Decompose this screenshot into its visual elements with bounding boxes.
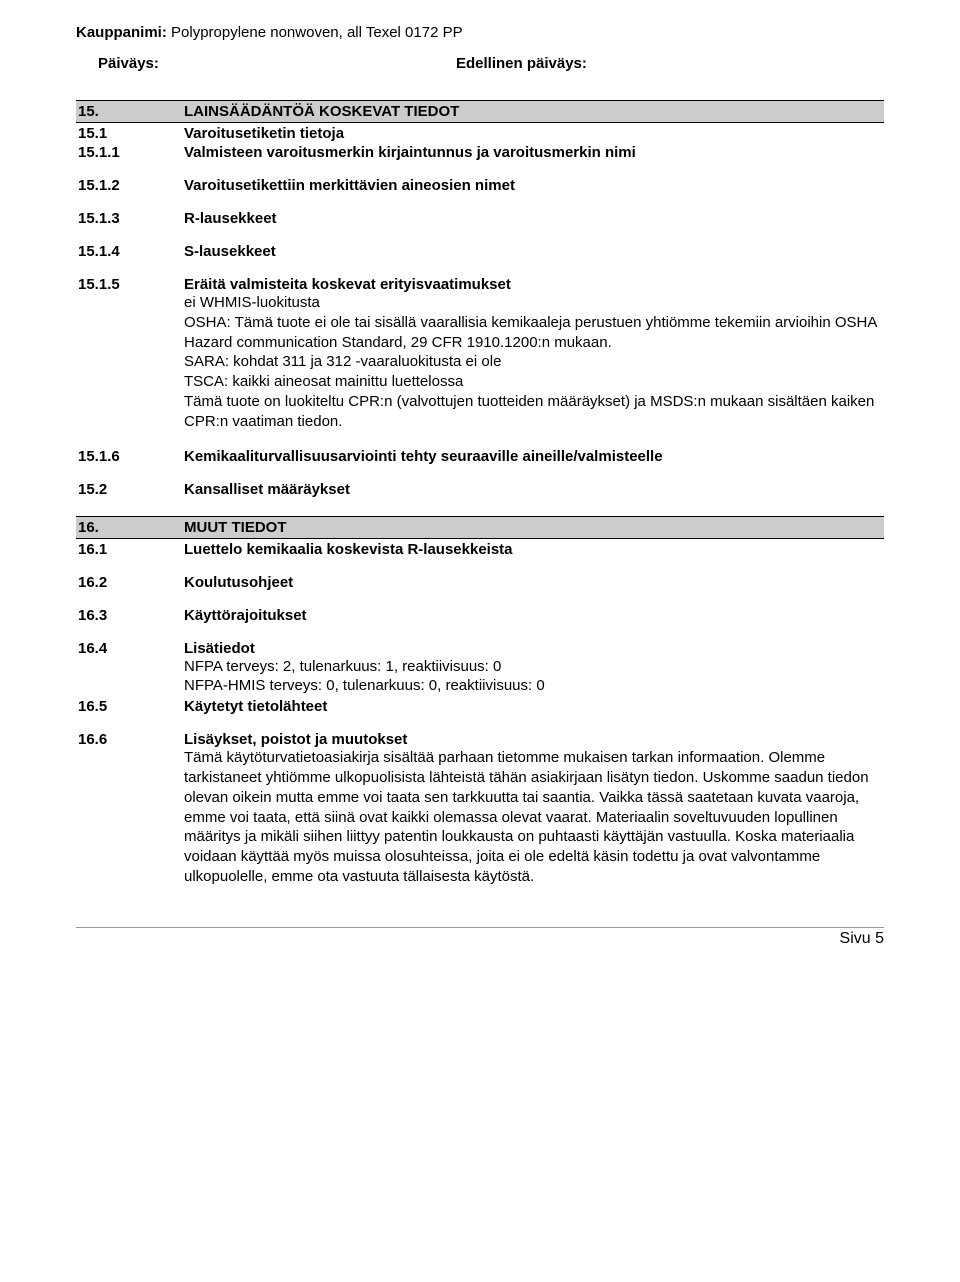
trade-name-label: Kauppanimi:: [76, 24, 167, 41]
row-text: Eräitä valmisteita koskevat erityisvaati…: [184, 276, 884, 293]
row-text: Lisäykset, poistot ja muutokset: [184, 731, 884, 748]
row-num: 15.1.6: [76, 448, 184, 465]
row-text: S-lausekkeet: [184, 243, 884, 260]
section-15-header: 15. LAINSÄÄDÄNTÖÄ KOSKEVAT TIEDOT: [76, 100, 884, 123]
row-16-4-body: NFPA terveys: 2, tulenarkuus: 1, reaktii…: [184, 657, 884, 697]
row-15-1-2: 15.1.2 Varoitusetikettiin merkittävien a…: [76, 177, 884, 194]
header-trade-name: Kauppanimi: Polypropylene nonwoven, all …: [76, 24, 884, 41]
row-num: 16.5: [76, 698, 184, 715]
row-text: Luettelo kemikaalia koskevista R-lausekk…: [184, 541, 884, 558]
row-15-2: 15.2 Kansalliset määräykset: [76, 481, 884, 498]
row-15-1-5-body: ei WHMIS-luokitusta OSHA: Tämä tuote ei …: [184, 293, 884, 432]
row-num: 15.1.1: [76, 144, 184, 161]
row-text: Kemikaaliturvallisuusarviointi tehty seu…: [184, 448, 884, 465]
row-text: Käyttörajoitukset: [184, 607, 884, 624]
row-num: 15.1.2: [76, 177, 184, 194]
page-footer: Sivu 5: [0, 927, 960, 948]
row-num: 15.1: [76, 125, 184, 142]
row-16-3: 16.3 Käyttörajoitukset: [76, 607, 884, 624]
row-text: Koulutusohjeet: [184, 574, 884, 591]
row-text: Valmisteen varoitusmerkin kirjaintunnus …: [184, 144, 884, 161]
document-page: Kauppanimi: Polypropylene nonwoven, all …: [0, 0, 960, 927]
row-num: 16.1: [76, 541, 184, 558]
page-number: Sivu 5: [840, 930, 884, 947]
row-15-1-6: 15.1.6 Kemikaaliturvallisuusarviointi te…: [76, 448, 884, 465]
row-text: R-lausekkeet: [184, 210, 884, 227]
row-num: 16.4: [76, 640, 184, 657]
row-num: 16.2: [76, 574, 184, 591]
row-15-1-3: 15.1.3 R-lausekkeet: [76, 210, 884, 227]
row-text: Kansalliset määräykset: [184, 481, 884, 498]
section-num: 16.: [76, 519, 184, 536]
row-text: Käytetyt tietolähteet: [184, 698, 884, 715]
row-16-2: 16.2 Koulutusohjeet: [76, 574, 884, 591]
row-num: 15.1.4: [76, 243, 184, 260]
row-15-1-4: 15.1.4 S-lausekkeet: [76, 243, 884, 260]
row-15-1-1: 15.1.1 Valmisteen varoitusmerkin kirjain…: [76, 144, 884, 161]
row-num: 15.2: [76, 481, 184, 498]
row-16-6-body: Tämä käytöturvatietoasiakirja sisältää p…: [184, 748, 884, 887]
row-16-6: 16.6 Lisäykset, poistot ja muutokset: [76, 731, 884, 748]
row-15-1-5: 15.1.5 Eräitä valmisteita koskevat erity…: [76, 276, 884, 293]
row-num: 16.6: [76, 731, 184, 748]
row-16-1: 16.1 Luettelo kemikaalia koskevista R-la…: [76, 541, 884, 558]
row-num: 15.1.3: [76, 210, 184, 227]
row-text: Varoitusetikettiin merkittävien aineosie…: [184, 177, 884, 194]
row-16-5: 16.5 Käytetyt tietolähteet: [76, 698, 884, 715]
row-16-4: 16.4 Lisätiedot: [76, 640, 884, 657]
row-15-1: 15.1 Varoitusetiketin tietoja: [76, 125, 884, 142]
row-num: 16.3: [76, 607, 184, 624]
section-title: LAINSÄÄDÄNTÖÄ KOSKEVAT TIEDOT: [184, 103, 884, 120]
header-dates: Päiväys: Edellinen päiväys:: [76, 55, 884, 72]
section-num: 15.: [76, 103, 184, 120]
row-text: Varoitusetiketin tietoja: [184, 125, 884, 142]
row-num: 15.1.5: [76, 276, 184, 293]
section-16-header: 16. MUUT TIEDOT: [76, 516, 884, 539]
prev-date-label: Edellinen päiväys:: [456, 55, 587, 72]
section-title: MUUT TIEDOT: [184, 519, 884, 536]
row-text: Lisätiedot: [184, 640, 884, 657]
date-label: Päiväys:: [76, 55, 456, 72]
trade-name-value: Polypropylene nonwoven, all Texel 0172 P…: [171, 24, 463, 41]
